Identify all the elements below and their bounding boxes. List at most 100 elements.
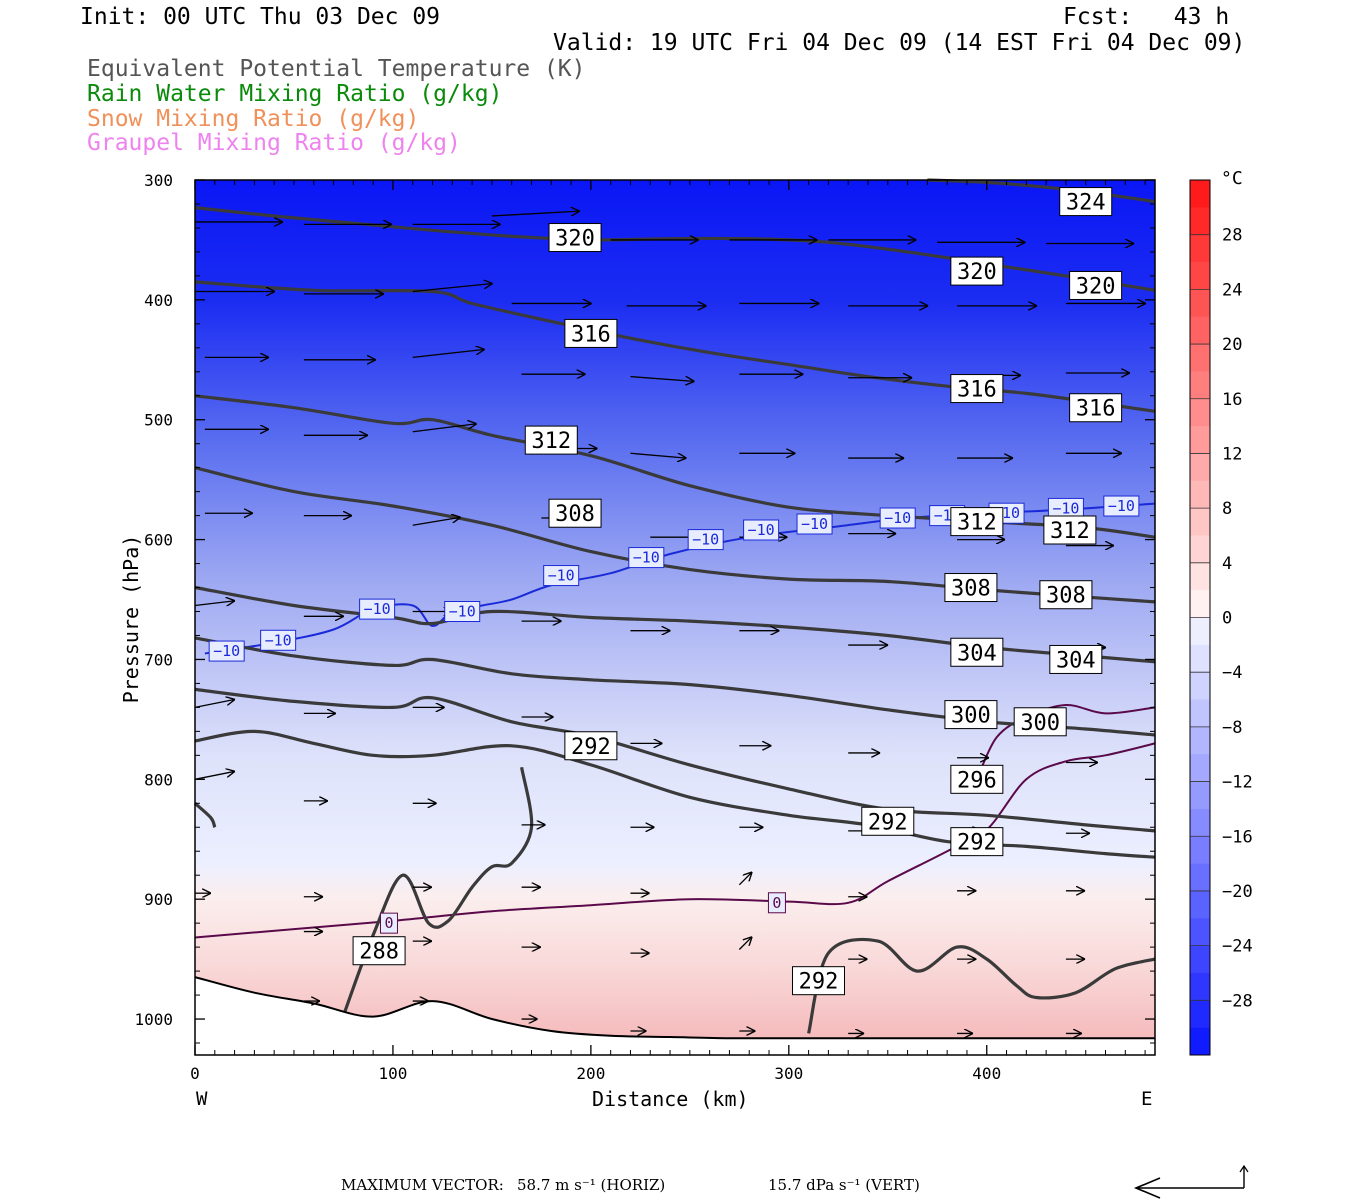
field-legend-snow: Snow Mixing Ratio (g/kg) [87,106,420,132]
theta-e-label-12: 308 [1046,584,1086,609]
colorbar-tick-label-1: 24 [1222,280,1242,300]
y-tick-label-1: 400 [144,291,173,310]
colorbar-tick-label-10: −12 [1222,773,1253,793]
theta-e-label-box-4 [564,318,618,348]
colorbar-bin-0 [1190,180,1210,208]
max-vector-reference-icon [1133,1164,1249,1199]
colorbar-bin-26 [1190,890,1210,919]
colorbar-bin-1 [1190,207,1210,236]
temp-contour-0-1 [194,742,1156,939]
theta-e-contour-308-4 [194,466,1156,604]
y-axis-title: Pressure (hPa) [119,534,143,704]
theta-e-label-box-18 [564,731,618,761]
temp-label-13: −10 [1108,497,1135,515]
theta-e-label-8: 312 [957,511,997,536]
theta-e-label-20: 292 [957,831,997,856]
colorbar-bin-24 [1190,836,1210,865]
theta-e-label-box-9 [1043,515,1097,545]
theta-e-label-14: 304 [1056,648,1096,673]
wind-vector-56 [194,699,235,709]
colorbar-bin-19 [1190,699,1210,728]
colorbar-bin-21 [1190,754,1210,783]
theta-e-label-box-7 [524,425,578,455]
colorbar-unit: °C [1221,168,1243,189]
theta-e-label-0: 324 [1066,191,1106,216]
plot-frame [194,179,1156,1056]
temp-label-box-9 [879,507,916,529]
wind-vector-47 [194,601,235,606]
wind-vector-65 [194,771,235,780]
theta-e-label-15: 300 [951,704,991,729]
temp-label-6: −10 [692,531,719,549]
wind-vector-87 [738,937,752,950]
colorbar-bin-20 [1190,726,1210,755]
wind-vector-33 [630,452,686,458]
theta-e-label-box-8 [950,507,1004,537]
theta-e-label-10: 308 [555,502,595,527]
temp-label-box-14 [379,912,398,934]
colorbar-bin-18 [1190,672,1210,701]
colorbar-bin-30 [1190,1000,1210,1029]
theta-e-label-2: 320 [957,260,997,285]
theta-e-label-box-19 [861,806,915,836]
temp-label-box-7 [743,519,780,541]
forecast-hour: Fcst: 43 h [1063,4,1230,30]
colorbar-bin-16 [1190,617,1210,646]
wind-vector-24 [630,375,694,382]
theta-e-label-21: 292 [799,970,839,995]
colorbar-bin-23 [1190,808,1210,837]
theta-e-contour-292-9 [807,937,1156,1034]
theta-e-label-box-3 [1069,270,1123,300]
theta-e-label-box-0 [1059,187,1113,217]
temp-label-box-3 [444,601,481,623]
init-time: Init: 00 UTC Thu 03 Dec 09 [80,4,441,30]
x-axis-title: Distance (km) [592,1087,749,1111]
temp-label-9: −10 [884,509,911,527]
colorbar-tick-label-3: 16 [1222,390,1242,410]
colorbar-bin-8 [1190,398,1210,427]
temp-label-box-1 [260,629,297,651]
colorbar-tick-label-5: 8 [1222,499,1232,519]
colorbar-tick-label-7: 0 [1222,609,1232,629]
colorbar-bin-12 [1190,508,1210,536]
theta-e-label-1: 320 [555,227,595,252]
colorbar-tick-label-12: −20 [1222,882,1253,902]
theta-e-label-box-16 [1013,707,1067,737]
field-legend-graupel: Graupel Mixing Ratio (g/kg) [87,130,461,156]
colorbar-tick-label-9: −8 [1222,718,1242,738]
colorbar-bin-10 [1190,453,1210,482]
colorbar-tick-label-0: 28 [1222,226,1242,246]
colorbar-bin-28 [1190,945,1210,974]
y-tick-label-4: 700 [144,650,173,669]
wind-vector-22 [412,349,485,359]
temp-label-8: −10 [801,515,828,533]
field-legend-theta-e: Equivalent Potential Temperature (K) [87,56,586,82]
theta-e-label-13: 304 [957,641,997,666]
y-tick-label-6: 900 [144,890,173,909]
theta-e-label-box-20 [950,827,1004,857]
theta-e-label-box-5 [950,374,1004,404]
theta-e-label-box-1 [548,223,602,253]
y-tick-label-5: 800 [144,770,173,789]
colorbar-bin-5 [1190,316,1210,345]
x-tick-label-3: 300 [774,1064,803,1083]
colorbar-bin-2 [1190,234,1210,263]
temp-label-box-8 [796,513,833,535]
colorbar-bin-29 [1190,972,1210,1001]
colorbar-bin-6 [1190,344,1210,372]
x-tick-label-1: 100 [378,1064,407,1083]
theta-e-contour-296-7 [194,687,1156,833]
colorbar-tick-label-13: −24 [1222,937,1253,957]
theta-e-label-7: 312 [531,429,571,454]
terrain-line [194,976,1155,1040]
x-tick-label-0: 0 [190,1064,200,1083]
colorbar-tick-label-4: 12 [1222,444,1242,464]
colorbar-tick-label-8: −4 [1222,663,1242,683]
wind-vector-79 [738,872,752,886]
theta-e-label-5: 316 [957,378,997,403]
theta-e-label-box-11 [944,573,998,603]
theta-e-label-22: 288 [359,940,399,965]
temp-label-2: −10 [364,600,391,618]
colorbar-bin-22 [1190,781,1210,810]
colorbar-bin-31 [1190,1027,1210,1056]
